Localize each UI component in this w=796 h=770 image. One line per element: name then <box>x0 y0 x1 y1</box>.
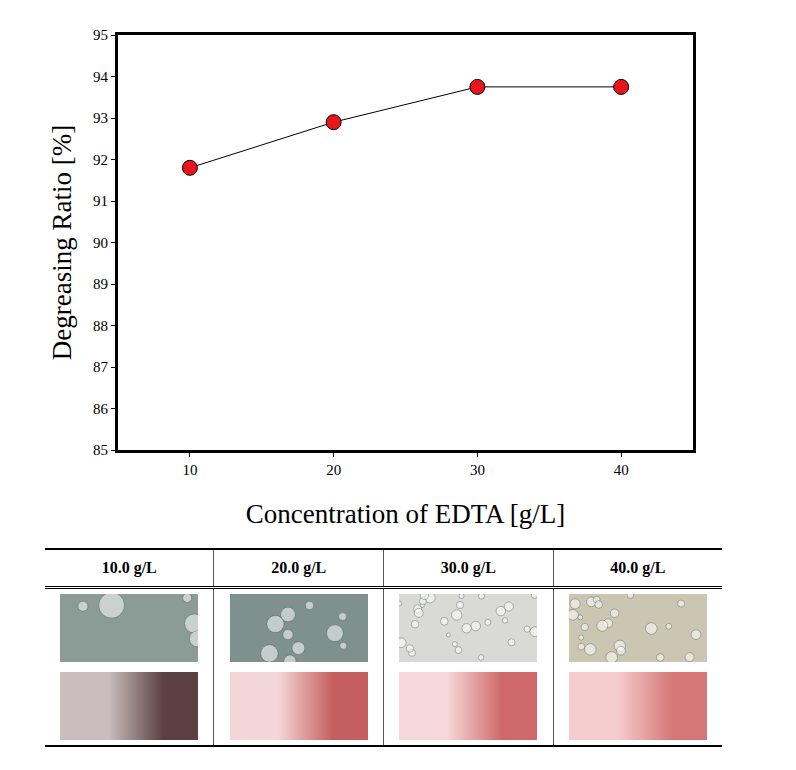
svg-text:40: 40 <box>614 462 629 478</box>
svg-text:88: 88 <box>93 318 108 334</box>
html-text:40.0 g/L: 40.0 g/L <box>610 559 666 576</box>
svg-text:94: 94 <box>93 69 109 85</box>
html-text:20.0 g/L: 20.0 g/L <box>271 559 327 576</box>
svg-text:85: 85 <box>93 442 108 458</box>
html-text:10.0 g/L: 10.0 g/L <box>101 559 157 576</box>
svg-text:86: 86 <box>93 401 109 417</box>
svg-text:89: 89 <box>93 276 108 292</box>
svg-text:91: 91 <box>93 193 108 209</box>
svg-text:30: 30 <box>470 462 485 478</box>
svg-text:95: 95 <box>93 27 108 43</box>
html-text:30.0 g/L: 30.0 g/L <box>440 559 496 576</box>
svg-text:92: 92 <box>93 152 108 168</box>
svg-text:20: 20 <box>326 462 341 478</box>
svg-text:10: 10 <box>182 462 197 478</box>
svg-text:93: 93 <box>93 110 108 126</box>
svg-text:87: 87 <box>93 359 109 375</box>
svg-text:Degreasing Ratio [%]: Degreasing Ratio [%] <box>47 125 77 360</box>
svg-text:Concentration of EDTA [g/L]: Concentration of EDTA [g/L] <box>246 499 566 529</box>
svg-text:90: 90 <box>93 235 108 251</box>
